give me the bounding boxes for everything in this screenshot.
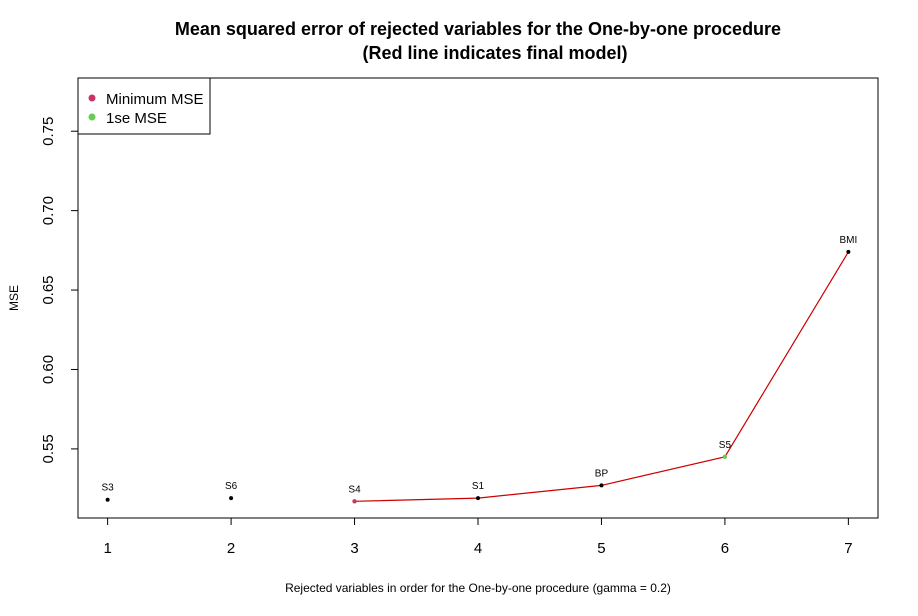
y-tick-label: 0.75 bbox=[40, 117, 57, 146]
x-tick-label: 6 bbox=[721, 540, 729, 557]
y-axis: 0.55 0.60 0.65 0.70 0.75 bbox=[40, 117, 79, 464]
x-tick-label: 2 bbox=[227, 540, 235, 557]
point-label: S5 bbox=[719, 440, 732, 451]
data-point bbox=[599, 483, 604, 488]
x-tick-label: 5 bbox=[597, 540, 605, 557]
y-tick-label: 0.55 bbox=[40, 434, 57, 463]
point-label: S3 bbox=[102, 483, 115, 494]
point-label: BMI bbox=[839, 235, 857, 246]
data-point bbox=[846, 249, 851, 254]
minimum-mse-marker bbox=[352, 499, 357, 504]
y-tick-label: 0.70 bbox=[40, 196, 57, 225]
x-tick-label: 3 bbox=[350, 540, 358, 557]
legend-box bbox=[77, 77, 211, 135]
legend: Minimum MSE 1se MSE bbox=[77, 77, 211, 135]
x-tick-label: 7 bbox=[844, 540, 852, 557]
final-model-line bbox=[354, 251, 849, 502]
point-label: S6 bbox=[225, 481, 238, 492]
x-tick-label: 1 bbox=[103, 540, 111, 557]
plot-frame bbox=[77, 77, 879, 519]
x-axis-label: Rejected variables in order for the One-… bbox=[285, 581, 671, 595]
data-point bbox=[229, 496, 234, 501]
chart-title-line1: Mean squared error of rejected variables… bbox=[175, 19, 781, 39]
legend-marker-1se-mse bbox=[88, 113, 96, 121]
x-tick-label: 4 bbox=[474, 540, 482, 557]
point-label: S4 bbox=[348, 484, 361, 495]
legend-label-minimum-mse: Minimum MSE bbox=[106, 91, 204, 108]
y-axis-label: MSE bbox=[7, 285, 21, 311]
se-mse-marker bbox=[722, 454, 728, 460]
chart-title-line2: (Red line indicates final model) bbox=[362, 43, 627, 63]
mse-series: S3 S6 S4 S1 BP S5 BMI bbox=[102, 235, 857, 504]
point-label: BP bbox=[595, 468, 609, 479]
legend-label-1se-mse: 1se MSE bbox=[106, 110, 167, 127]
y-tick-label: 0.65 bbox=[40, 275, 57, 304]
legend-marker-minimum-mse bbox=[88, 94, 96, 102]
y-tick-label: 0.60 bbox=[40, 355, 57, 384]
point-label: S1 bbox=[472, 481, 485, 492]
data-point bbox=[476, 496, 480, 501]
x-axis: 1 2 3 4 5 6 7 bbox=[103, 517, 853, 557]
data-point bbox=[105, 497, 110, 502]
